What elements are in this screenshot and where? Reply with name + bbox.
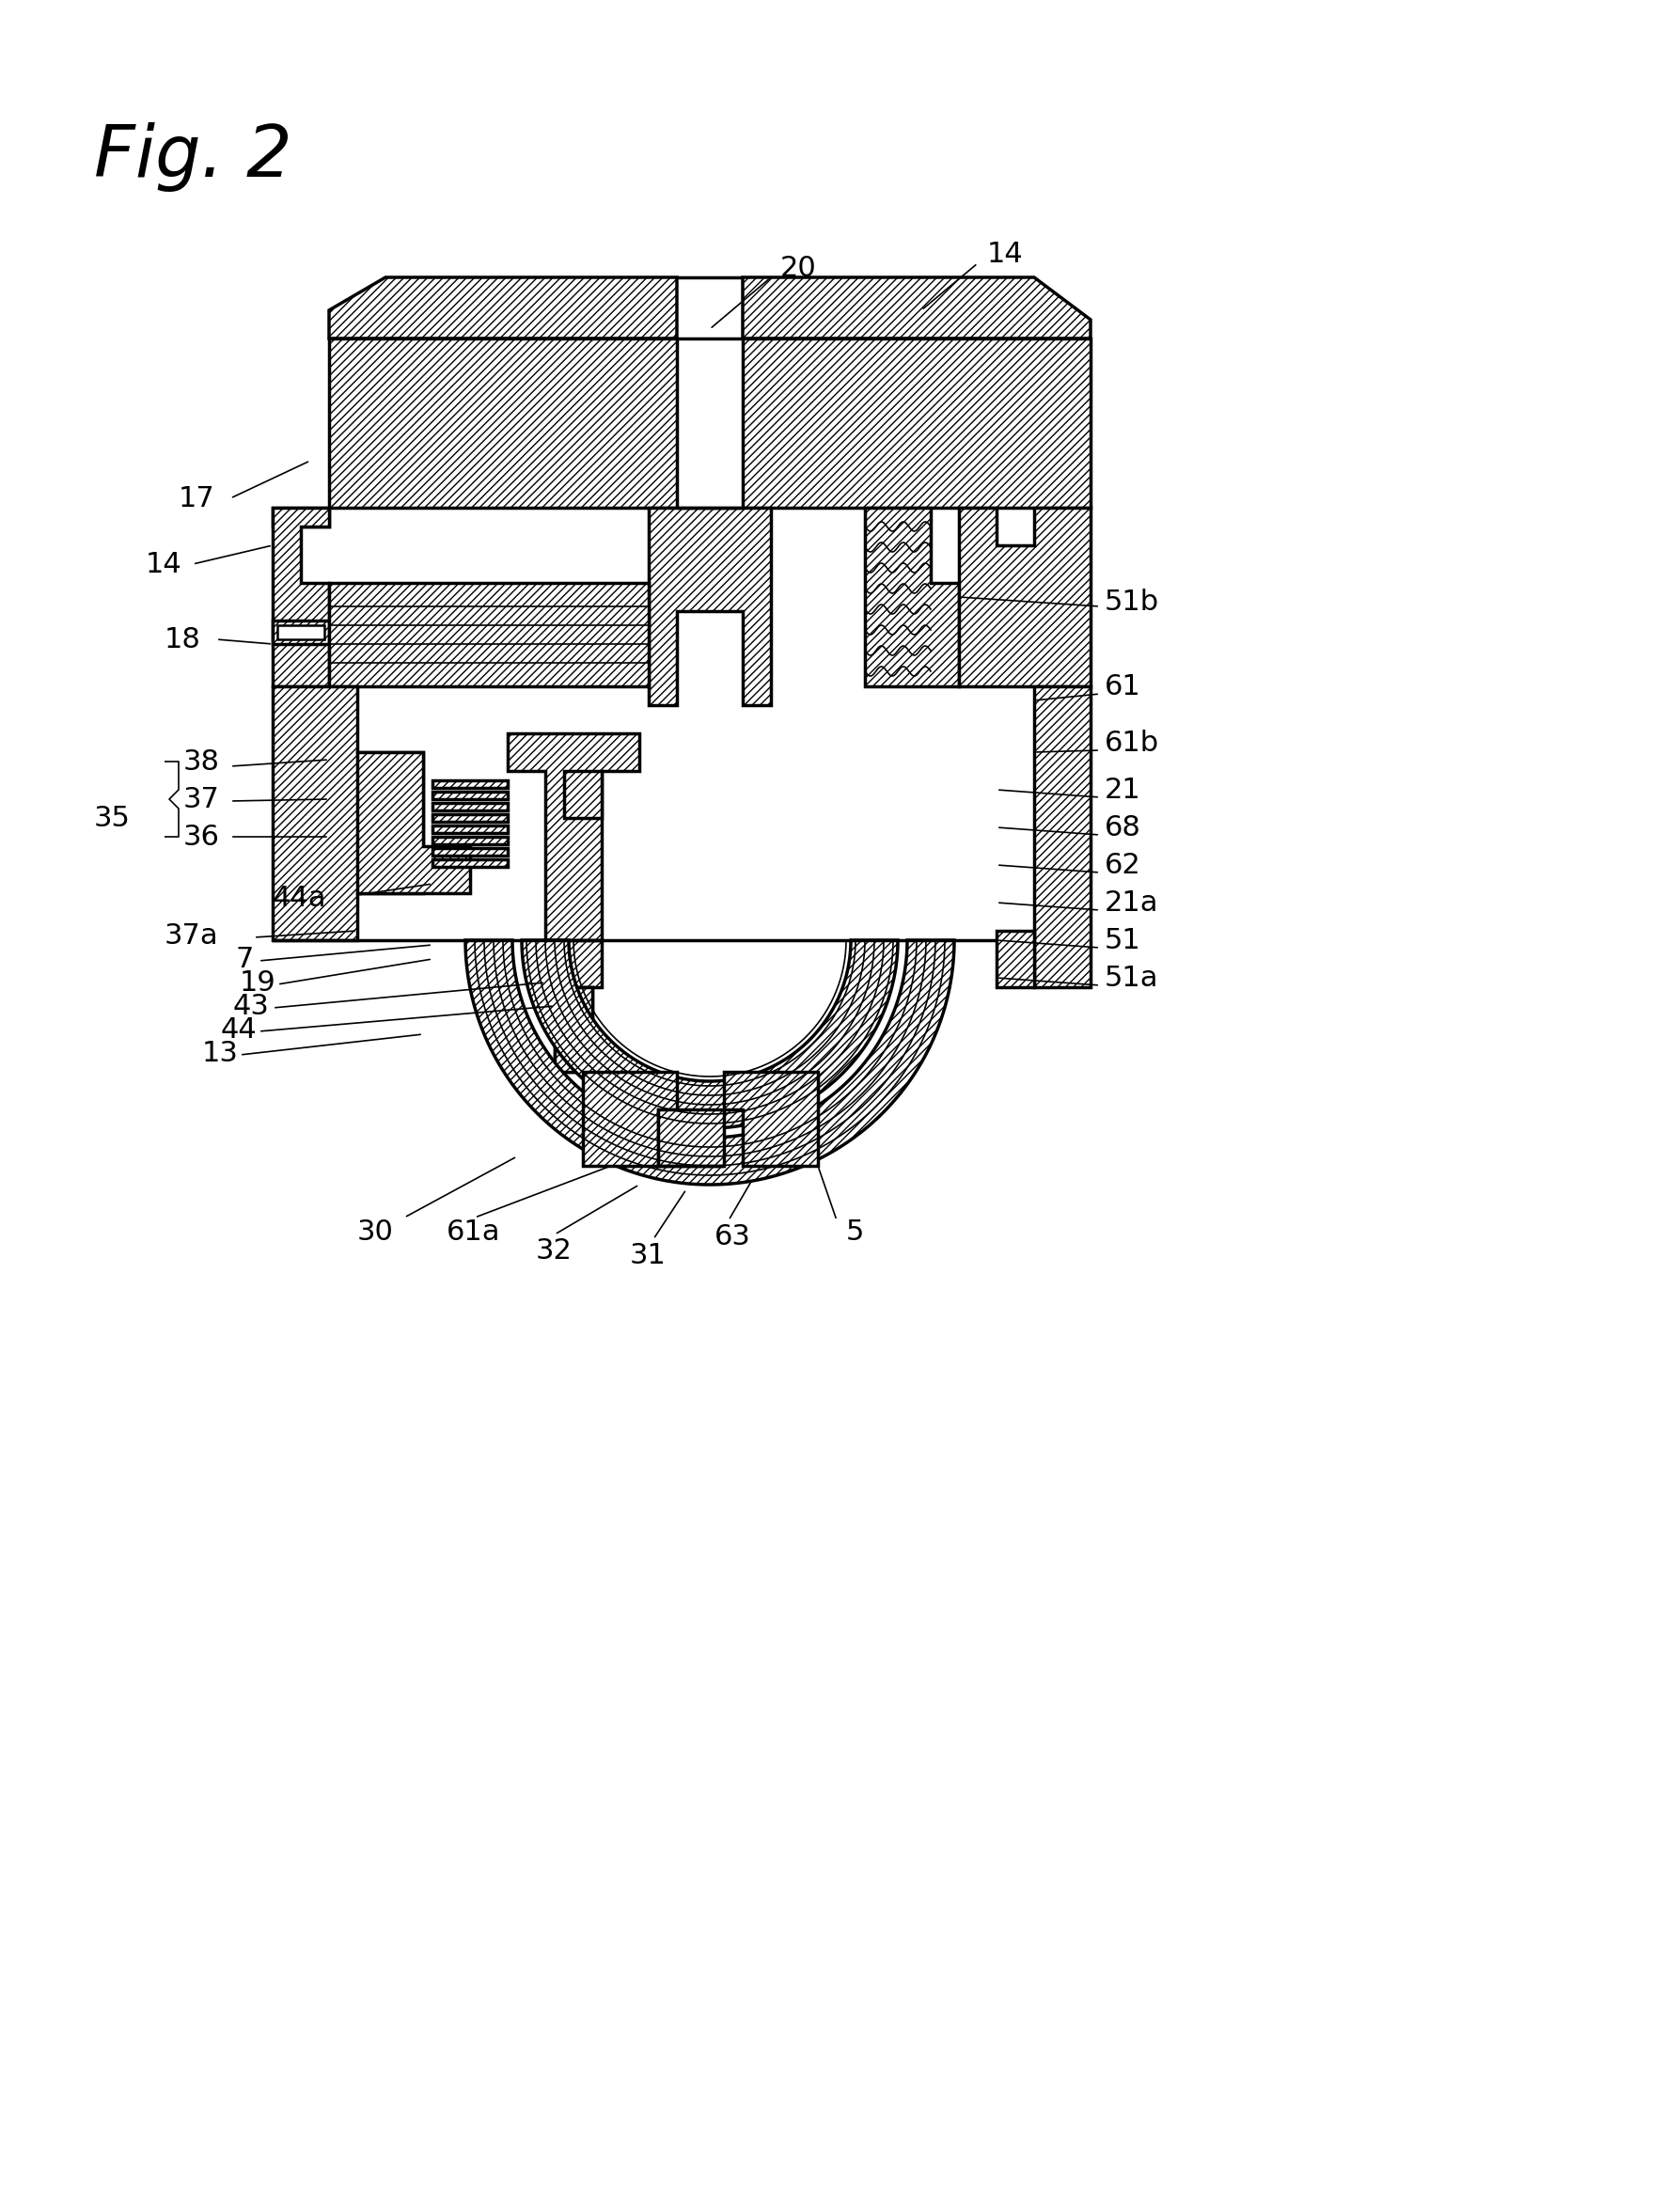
Text: 30: 30	[358, 1217, 393, 1245]
Text: 63: 63	[714, 1224, 751, 1250]
Text: 62: 62	[1105, 852, 1141, 878]
Text: 31: 31	[630, 1241, 667, 1269]
Text: 13: 13	[202, 1040, 239, 1066]
Polygon shape	[272, 621, 329, 645]
Polygon shape	[648, 507, 771, 706]
Text: 51a: 51a	[1105, 964, 1159, 992]
Polygon shape	[554, 988, 593, 1073]
Polygon shape	[659, 1110, 724, 1167]
Text: Fig. 2: Fig. 2	[94, 122, 292, 192]
Text: 18: 18	[165, 625, 202, 653]
Polygon shape	[959, 507, 1090, 686]
Polygon shape	[272, 507, 329, 527]
Polygon shape	[507, 734, 640, 940]
Polygon shape	[432, 815, 507, 822]
Polygon shape	[743, 339, 1090, 507]
Text: 37a: 37a	[165, 922, 218, 948]
Text: 19: 19	[240, 968, 276, 996]
Text: 7: 7	[235, 946, 254, 972]
Polygon shape	[432, 802, 507, 811]
Text: 37: 37	[183, 787, 220, 813]
Polygon shape	[865, 507, 959, 686]
Text: 5: 5	[847, 1217, 864, 1245]
Text: 36: 36	[183, 824, 220, 850]
Polygon shape	[1035, 686, 1090, 988]
Text: 51: 51	[1105, 926, 1141, 955]
Text: 21: 21	[1105, 776, 1141, 804]
Text: 14: 14	[988, 240, 1023, 267]
Text: 32: 32	[536, 1237, 573, 1265]
Text: 21a: 21a	[1105, 889, 1159, 916]
Text: 43: 43	[234, 992, 270, 1020]
Polygon shape	[432, 859, 507, 867]
Text: 14: 14	[146, 551, 181, 577]
Text: 61: 61	[1105, 673, 1141, 699]
Polygon shape	[996, 931, 1035, 988]
Polygon shape	[432, 848, 507, 857]
Polygon shape	[432, 837, 507, 843]
Polygon shape	[522, 940, 897, 1127]
Polygon shape	[272, 507, 329, 686]
Polygon shape	[432, 791, 507, 800]
Polygon shape	[272, 686, 423, 940]
Polygon shape	[432, 826, 507, 832]
Polygon shape	[554, 988, 593, 1073]
Text: 61b: 61b	[1105, 730, 1159, 756]
Text: 35: 35	[94, 804, 131, 832]
Polygon shape	[465, 940, 954, 1184]
Text: 20: 20	[780, 253, 816, 282]
Polygon shape	[329, 583, 648, 686]
Polygon shape	[329, 339, 677, 507]
Text: 44a: 44a	[272, 885, 326, 911]
Polygon shape	[358, 752, 470, 894]
Polygon shape	[329, 277, 677, 339]
Text: 44: 44	[222, 1016, 257, 1042]
Polygon shape	[583, 1073, 677, 1167]
Text: 51b: 51b	[1105, 588, 1159, 616]
Polygon shape	[743, 277, 1090, 339]
Polygon shape	[564, 771, 601, 817]
Polygon shape	[724, 1073, 818, 1167]
Text: 68: 68	[1105, 813, 1141, 841]
Text: 17: 17	[178, 485, 215, 511]
Text: 38: 38	[183, 747, 220, 776]
Polygon shape	[546, 940, 601, 988]
Bar	[277, 625, 324, 640]
Polygon shape	[432, 780, 507, 789]
Text: 61a: 61a	[447, 1217, 501, 1245]
